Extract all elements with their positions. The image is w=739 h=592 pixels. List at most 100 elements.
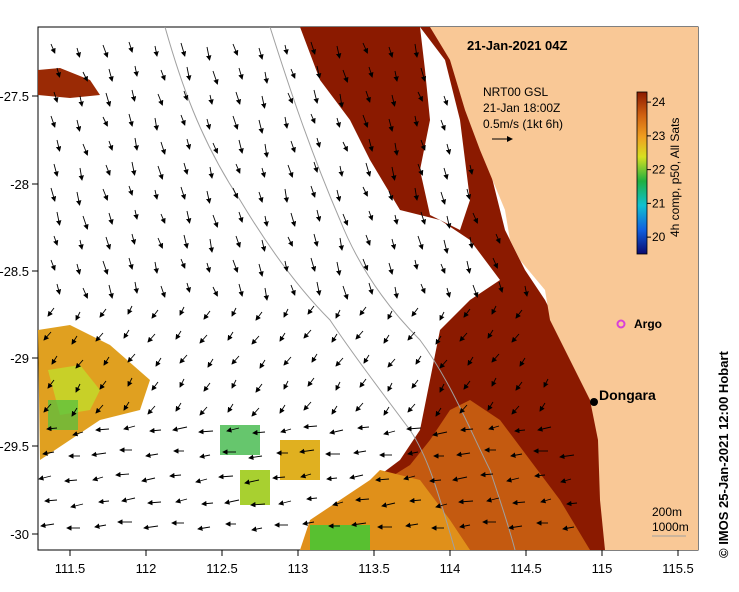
current-arrow: [263, 143, 269, 158]
current-arrow: [131, 161, 137, 176]
current-arrow: [203, 310, 211, 320]
current-arrow: [160, 141, 167, 155]
current-arrow: [514, 427, 526, 434]
colorbar-tick-label: 20: [652, 230, 666, 244]
current-arrow: [130, 89, 137, 102]
current-arrow: [362, 258, 369, 271]
current-arrow: [199, 453, 211, 459]
current-arrow: [153, 45, 159, 57]
dongara-label: Dongara: [599, 387, 656, 403]
current-arrow: [179, 306, 185, 316]
current-arrow: [313, 233, 319, 247]
current-arrow: [349, 474, 364, 480]
x-tick-label: 114.5: [510, 561, 542, 576]
current-arrow: [71, 407, 78, 417]
current-arrow: [355, 496, 370, 503]
current-arrow: [258, 47, 264, 60]
current-arrow: [53, 235, 59, 246]
current-arrow: [160, 69, 166, 81]
current-arrow: [183, 234, 189, 249]
current-arrow: [258, 191, 264, 203]
current-arrow: [353, 449, 367, 455]
current-arrow: [365, 234, 371, 246]
current-arrow: [199, 334, 208, 344]
current-arrow: [335, 189, 342, 202]
current-arrow: [258, 119, 264, 134]
x-tick-label: 115.5: [662, 561, 694, 576]
current-arrow: [260, 167, 266, 178]
current-arrow: [108, 140, 114, 151]
current-arrow: [342, 69, 349, 83]
current-arrow: [263, 215, 269, 227]
current-arrow: [390, 238, 397, 250]
current-arrow: [362, 42, 369, 54]
current-arrow: [335, 357, 344, 367]
current-arrow: [383, 406, 390, 416]
current-arrow: [180, 42, 187, 57]
current-arrow: [472, 284, 479, 298]
current-arrow: [75, 359, 84, 369]
current-arrow: [413, 43, 419, 58]
current-arrow: [55, 67, 61, 78]
current-arrow: [508, 524, 523, 530]
current-arrow: [375, 476, 390, 483]
current-arrow: [108, 68, 114, 82]
current-arrow: [224, 499, 240, 505]
warm-sst-band: [300, 27, 640, 550]
current-arrow: [467, 356, 474, 366]
current-arrow: [387, 310, 393, 320]
current-arrow: [491, 305, 497, 315]
current-arrow: [231, 307, 237, 317]
current-arrow: [466, 260, 472, 274]
current-arrow: [307, 377, 315, 387]
current-arrow: [71, 335, 78, 345]
current-arrow: [175, 330, 182, 340]
current-arrow: [303, 329, 312, 339]
current-arrow: [335, 309, 341, 319]
current-arrow: [357, 424, 370, 431]
current-arrow: [506, 477, 520, 483]
cool-patch-2: [310, 525, 370, 550]
current-note-line3: 0.5m/s (1kt 6h): [483, 117, 563, 131]
current-arrow: [411, 307, 419, 317]
current-arrow: [56, 211, 62, 226]
current-arrow: [50, 187, 57, 202]
current-arrow: [185, 282, 191, 293]
current-arrow: [336, 45, 342, 59]
current-arrow: [459, 332, 468, 342]
current-arrow: [515, 381, 523, 391]
current-arrow: [102, 116, 108, 127]
current-arrow: [515, 309, 523, 319]
current-arrow: [393, 142, 399, 156]
current-arrow: [420, 139, 426, 151]
current-arrow: [512, 499, 526, 506]
current-arrow: [338, 237, 344, 251]
current-arrow: [238, 211, 244, 223]
current-arrow: [157, 93, 164, 106]
current-arrow: [459, 404, 468, 414]
x-tick-label: 113.5: [358, 561, 390, 576]
current-arrow: [329, 429, 344, 435]
current-arrow: [387, 358, 396, 368]
current-arrow: [208, 238, 214, 253]
current-arrow: [359, 378, 367, 388]
current-arrow: [539, 402, 546, 412]
current-arrow: [251, 407, 260, 417]
current-arrow: [175, 402, 182, 412]
current-arrow: [75, 311, 81, 321]
current-arrow: [43, 403, 52, 413]
current-arrow: [391, 166, 397, 181]
current-arrow: [420, 67, 427, 82]
current-arrow: [420, 283, 426, 294]
current-arrow: [460, 426, 474, 433]
current-arrow: [102, 44, 109, 58]
current-arrow: [127, 377, 133, 387]
cool-patch-4: [240, 470, 270, 505]
current-arrow: [227, 331, 234, 341]
current-arrow: [258, 263, 264, 277]
current-arrow: [153, 261, 159, 274]
current-arrow: [78, 239, 84, 250]
current-arrow: [248, 454, 263, 460]
current-arrow: [151, 381, 159, 391]
current-arrow: [439, 359, 448, 369]
